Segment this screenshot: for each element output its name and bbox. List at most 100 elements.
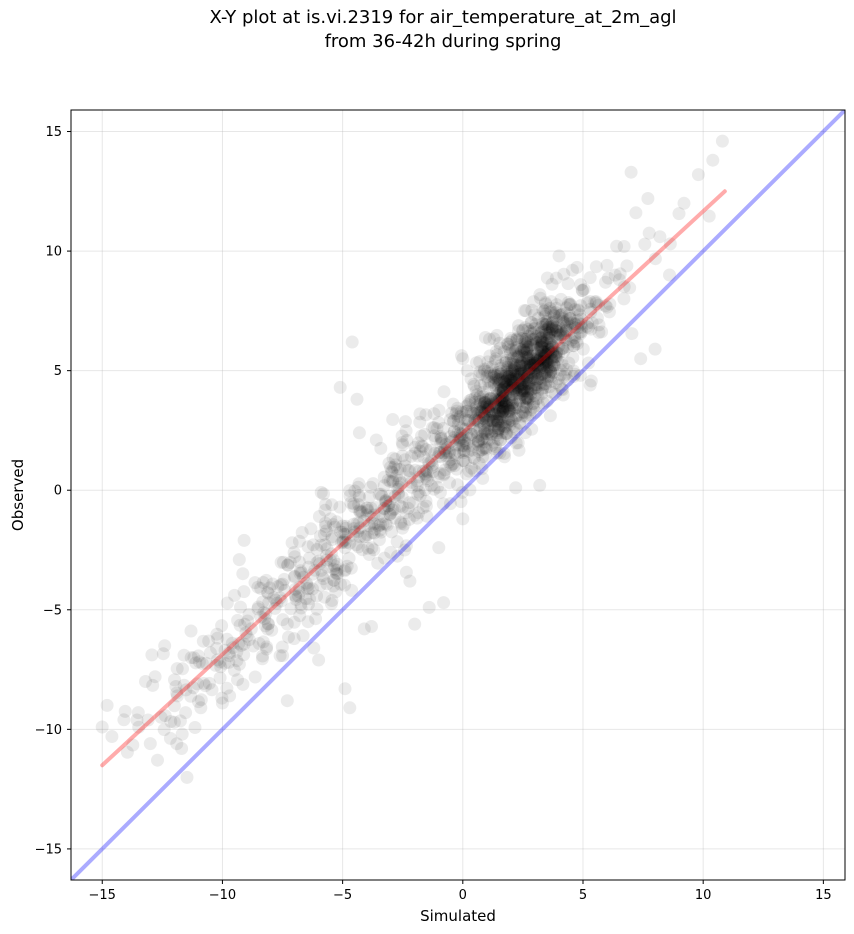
- data-point: [503, 384, 517, 398]
- data-point: [418, 427, 432, 441]
- data-point: [472, 445, 486, 459]
- data-point: [537, 317, 550, 331]
- data-point: [484, 375, 498, 389]
- data-point: [392, 488, 406, 502]
- data-point: [462, 414, 476, 428]
- data-point: [314, 485, 328, 499]
- data-point: [287, 570, 301, 584]
- data-point: [521, 385, 535, 399]
- data-point: [459, 400, 473, 413]
- data-point: [534, 344, 548, 357]
- data-point: [533, 357, 547, 371]
- data-point: [502, 369, 516, 383]
- data-point: [487, 421, 501, 435]
- data-point: [373, 518, 387, 532]
- data-point: [318, 590, 331, 604]
- data-point: [524, 384, 538, 398]
- data-point: [478, 402, 492, 416]
- data-point: [495, 407, 509, 421]
- data-point: [620, 259, 634, 273]
- data-point: [550, 330, 564, 344]
- data-point: [623, 281, 637, 295]
- data-point: [390, 549, 404, 563]
- data-point: [437, 385, 451, 399]
- data-point: [539, 377, 553, 391]
- data-point: [519, 337, 533, 350]
- data-point: [310, 543, 324, 556]
- data-point: [550, 324, 564, 338]
- data-point: [500, 368, 514, 382]
- data-point: [386, 503, 400, 517]
- data-point: [503, 347, 517, 361]
- data-point: [505, 343, 519, 357]
- data-point: [542, 343, 556, 357]
- data-point: [416, 450, 430, 464]
- data-point: [391, 482, 405, 496]
- data-point: [271, 580, 285, 594]
- data-point: [325, 533, 339, 546]
- data-point: [456, 512, 470, 526]
- data-point: [477, 362, 491, 376]
- data-point: [274, 594, 288, 608]
- data-point: [454, 405, 468, 419]
- data-point: [478, 395, 492, 409]
- data-point: [540, 394, 554, 408]
- data-point: [446, 397, 460, 411]
- data-point: [220, 632, 234, 646]
- data-point: [507, 384, 521, 397]
- data-point: [515, 366, 529, 380]
- data-point: [361, 541, 375, 555]
- data-point: [477, 435, 491, 449]
- chart-title: X-Y plot at is.vi.2319 for air_temperatu…: [0, 6, 854, 54]
- data-point: [494, 383, 508, 397]
- data-point: [548, 327, 562, 341]
- data-point: [415, 429, 428, 443]
- data-point: [154, 710, 168, 724]
- data-point: [520, 391, 534, 405]
- data-point: [218, 656, 232, 670]
- data-point: [508, 359, 521, 373]
- data-point: [592, 318, 606, 332]
- data-point: [419, 408, 433, 422]
- data-point: [464, 405, 478, 419]
- data-point: [325, 498, 339, 512]
- data-point: [575, 284, 589, 297]
- data-point: [471, 434, 485, 448]
- data-point: [442, 446, 456, 460]
- data-point: [381, 473, 395, 487]
- data-point: [429, 432, 443, 446]
- data-point: [402, 512, 416, 526]
- data-point: [518, 335, 532, 349]
- data-point: [600, 258, 614, 272]
- data-point: [519, 332, 533, 346]
- data-point: [520, 342, 534, 356]
- data-point: [476, 400, 490, 414]
- data-point: [495, 371, 509, 385]
- data-point: [505, 377, 519, 391]
- data-point: [520, 391, 534, 405]
- data-point: [545, 338, 559, 352]
- data-point: [427, 407, 441, 421]
- data-point: [518, 369, 532, 382]
- data-point: [504, 335, 517, 349]
- data-point: [583, 378, 597, 392]
- data-point: [507, 402, 521, 416]
- data-point: [521, 322, 535, 336]
- data-point: [518, 373, 532, 387]
- data-point: [481, 418, 495, 432]
- data-point: [691, 168, 705, 182]
- data-point: [487, 397, 501, 411]
- data-point: [483, 332, 496, 346]
- data-point: [529, 367, 542, 381]
- data-point: [479, 393, 493, 407]
- data-point: [563, 317, 577, 331]
- data-point: [184, 624, 198, 638]
- data-point: [186, 681, 200, 695]
- data-point: [471, 430, 484, 443]
- data-point: [550, 298, 564, 312]
- data-point: [347, 525, 361, 539]
- data-point: [261, 617, 275, 631]
- data-point: [511, 436, 525, 450]
- data-point: [362, 519, 376, 533]
- data-point: [496, 390, 510, 404]
